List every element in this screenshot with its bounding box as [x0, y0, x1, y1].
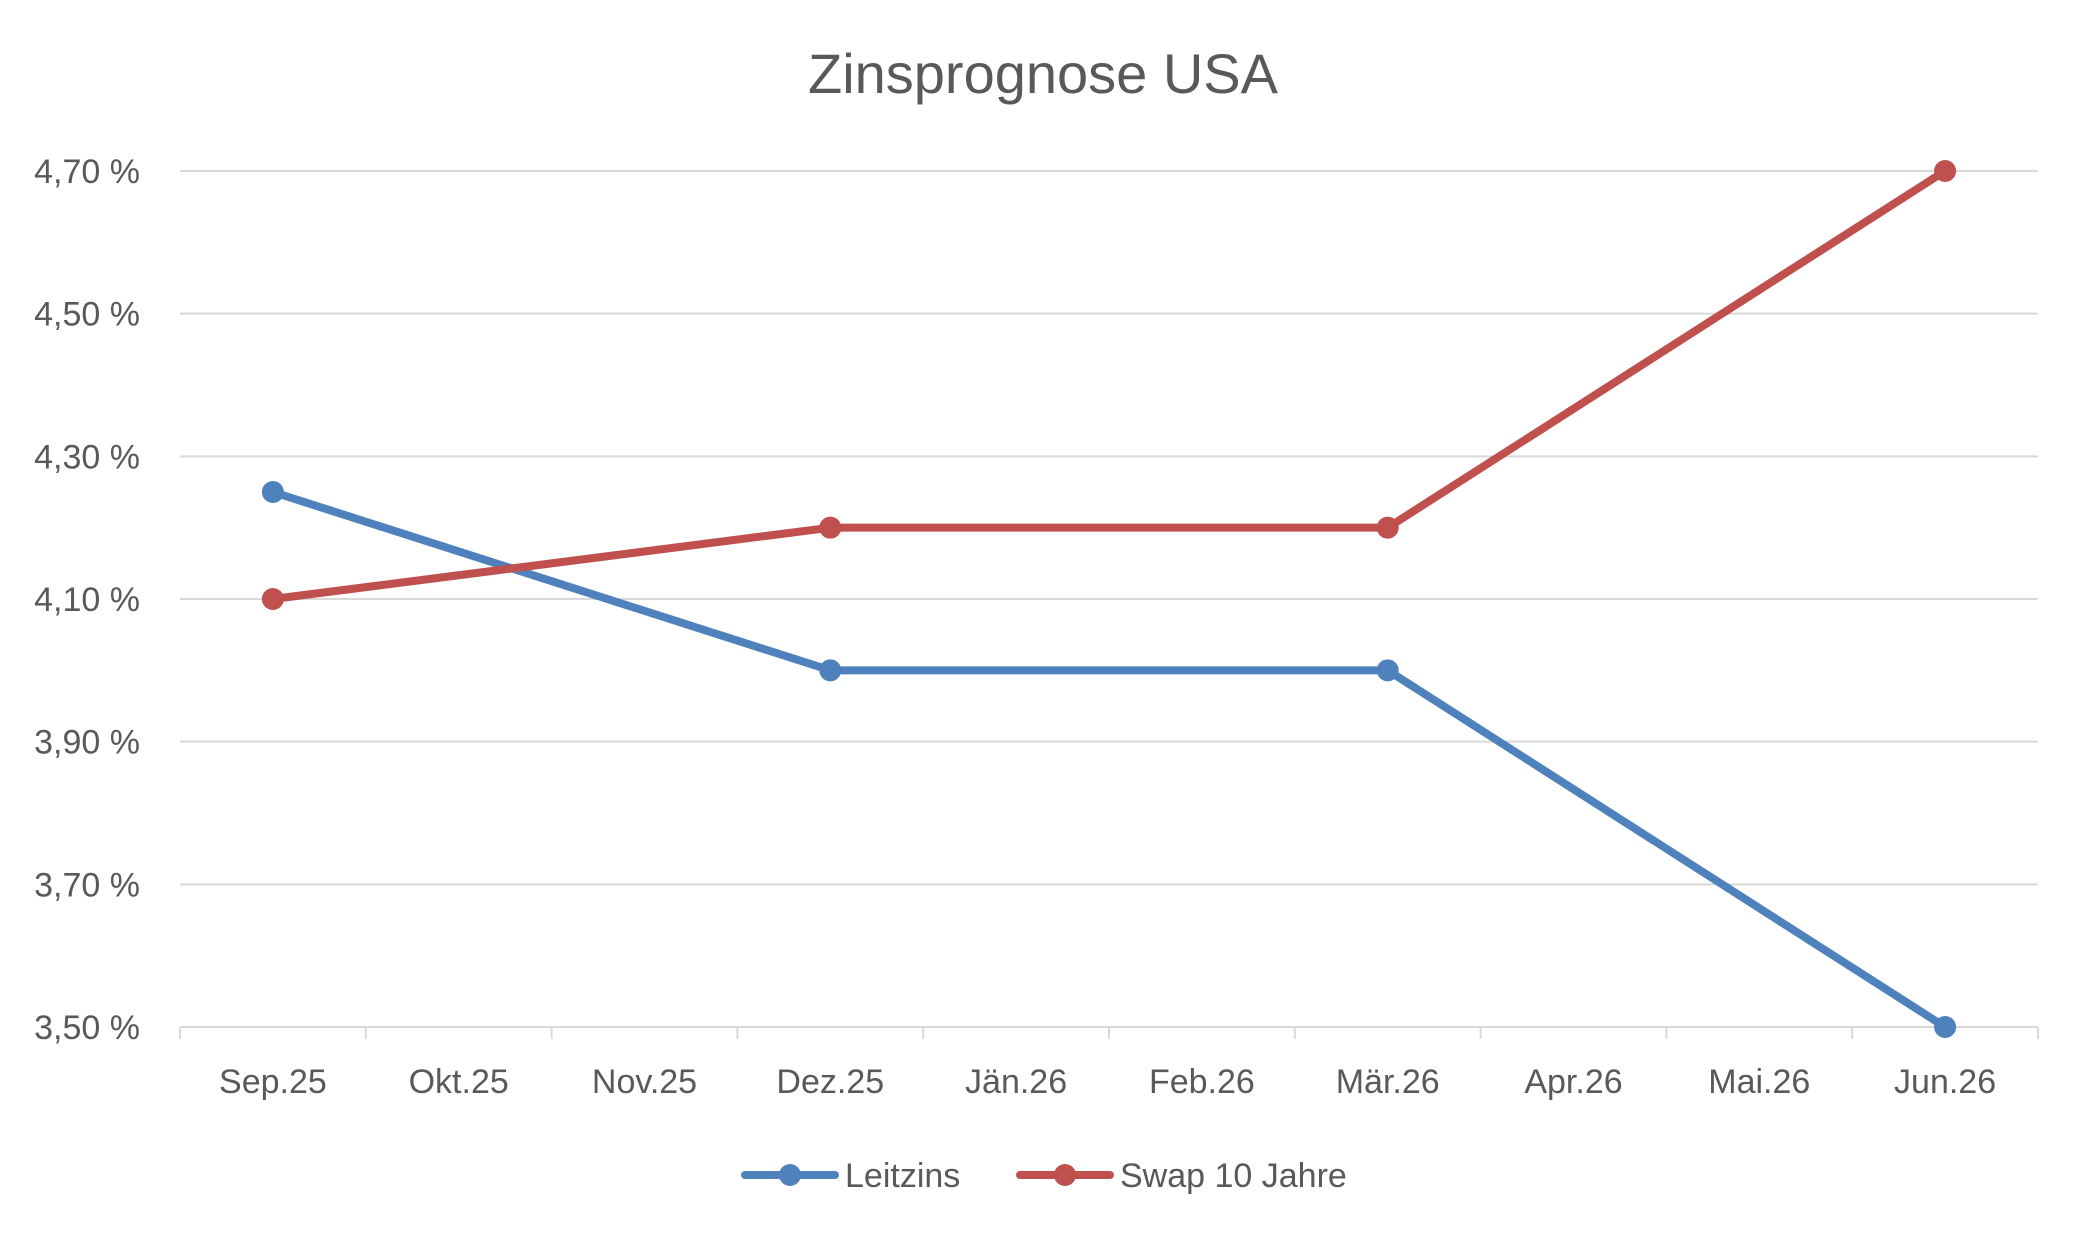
x-tick-label: Jun.26	[1894, 1063, 1996, 1101]
legend-label: Leitzins	[845, 1157, 960, 1195]
x-tick-label: Feb.26	[1149, 1063, 1255, 1101]
legend: Leitzins Swap 10 Jahre	[741, 1157, 1347, 1195]
x-tick-label: Jän.26	[965, 1063, 1067, 1101]
series-line-leitzins	[268, 488, 1950, 1031]
legend-swatch-marker	[779, 1164, 801, 1186]
legend-swatch-marker	[1054, 1164, 1076, 1186]
x-tick-label: Nov.25	[592, 1063, 697, 1101]
y-tick-label: 3,50 %	[34, 1009, 140, 1047]
x-tick-label: Okt.25	[409, 1063, 509, 1101]
data-point-leitzins	[261, 481, 284, 503]
x-axis-tick-labels: Sep.25 Okt.25 Nov.25 Dez.25 Jän.26 Feb.26 Mär.…	[219, 1063, 1996, 1101]
x-tick-label: Dez.25	[776, 1063, 884, 1101]
y-tick-label: 3,90 %	[34, 724, 140, 762]
data-point-swap-10-jahre	[1376, 516, 1399, 539]
chart-title: Zinsprognose USA	[808, 42, 1279, 105]
y-tick-label: 4,70 %	[34, 153, 140, 191]
data-point-leitzins	[819, 659, 842, 682]
series-layer	[261, 160, 1957, 1038]
y-tick-label: 4,10 %	[34, 581, 140, 619]
x-axis	[179, 1026, 2039, 1039]
x-tick-label: Apr.26	[1524, 1063, 1622, 1101]
x-tick-label: Mär.26	[1336, 1063, 1440, 1101]
legend-item-leitzins: Leitzins	[741, 1157, 960, 1195]
data-point-leitzins	[1934, 1016, 1957, 1038]
legend-label: Swap 10 Jahre	[1120, 1157, 1347, 1195]
series-leitzins	[261, 481, 1957, 1038]
y-tick-label: 4,50 %	[34, 296, 140, 334]
y-axis-tick-labels: 3,50 % 3,70 % 3,90 % 4,10 % 4,30 % 4,50 % 4,70…	[34, 153, 140, 1047]
y-tick-label: 3,70 %	[34, 866, 140, 904]
series-line-swap-10-jahre	[268, 167, 1950, 603]
y-tick-label: 4,30 %	[34, 438, 140, 476]
data-point-swap-10-jahre	[1934, 160, 1957, 182]
data-point-leitzins	[1376, 659, 1399, 682]
series-swap-10-jahre	[261, 160, 1957, 610]
data-point-swap-10-jahre	[261, 588, 284, 610]
data-point-swap-10-jahre	[819, 516, 842, 539]
x-tick-label: Sep.25	[219, 1063, 327, 1101]
x-tick-label: Mai.26	[1708, 1063, 1810, 1101]
legend-item-swap-10-jahre: Swap 10 Jahre	[1016, 1157, 1347, 1195]
